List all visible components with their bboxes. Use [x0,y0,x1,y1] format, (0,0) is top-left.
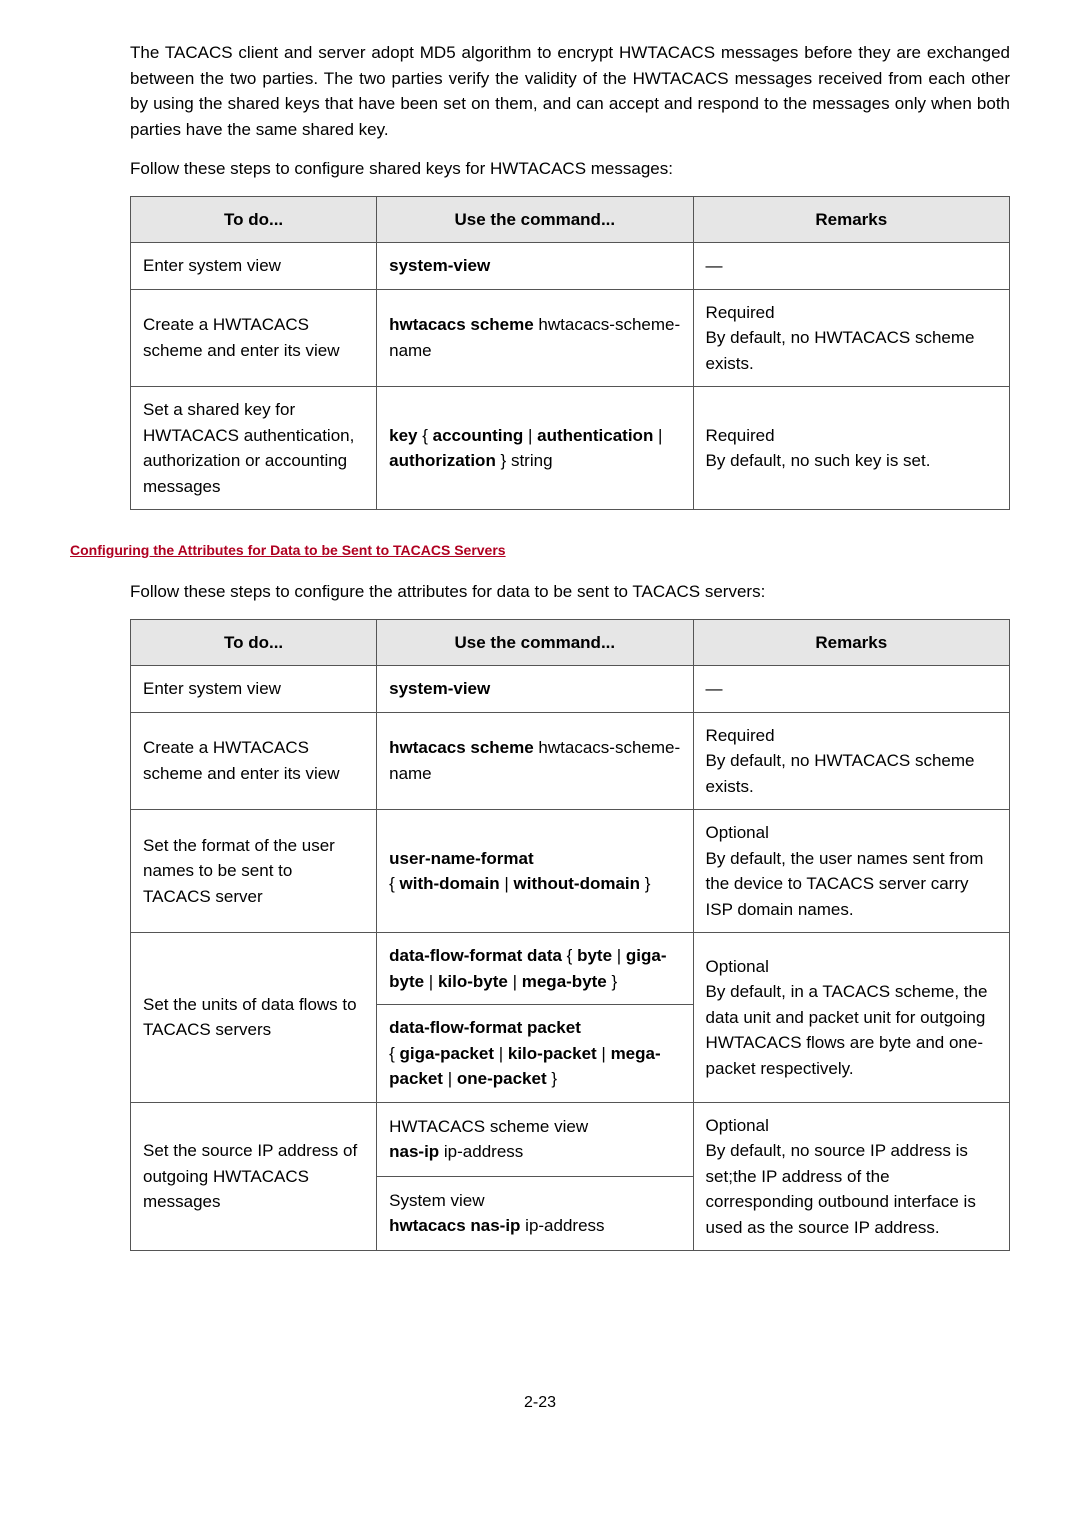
cmd-bold: data-flow-format packet [389,1018,581,1037]
intro-paragraph-3: Follow these steps to configure the attr… [130,579,1010,605]
cell-command: system-view [377,243,693,290]
col-header-command: Use the command... [377,619,693,666]
col-header-command: Use the command... [377,196,693,243]
remarks-line: Required [706,423,997,449]
cell-todo: Enter system view [131,666,377,713]
cmd-bold: hwtacacs nas-ip [389,1216,520,1235]
cell-command: key { accounting | authentication | auth… [377,387,693,510]
cell-command: user-name-format { with-domain | without… [377,810,693,933]
table-row: Create a HWTACACS scheme and enter its v… [131,712,1010,810]
cmd-bold: key [389,426,417,445]
page-number: 2-23 [70,1391,1010,1415]
cmd-bold: hwtacacs scheme [389,315,534,334]
table-row: Set the source IP address of outgoing HW… [131,1102,1010,1176]
cell-remarks: Required By default, no HWTACACS scheme … [693,712,1009,810]
cmd-plain: string [511,451,553,470]
cell-todo: Set the units of data flows to TACACS se… [131,933,377,1103]
table-row: Set a shared key for HWTACACS authentica… [131,387,1010,510]
cmd-bold: data-flow-format data [389,946,562,965]
cell-todo: Set a shared key for HWTACACS authentica… [131,387,377,510]
remarks-line: Optional [706,820,997,846]
col-header-remarks: Remarks [693,196,1009,243]
intro-paragraph-1: The TACACS client and server adopt MD5 a… [130,40,1010,142]
table-header-row: To do... Use the command... Remarks [131,196,1010,243]
col-header-todo: To do... [131,196,377,243]
cmd-bold: user-name-format [389,849,534,868]
table-header-row: To do... Use the command... Remarks [131,619,1010,666]
cmd-opt: authentication [537,426,653,445]
remarks-line: Required [706,723,997,749]
cmd-opt: accounting [433,426,524,445]
remarks-line: Optional [706,954,997,980]
cmd-opt: byte [577,946,612,965]
cmd-opt: giga-packet [400,1044,494,1063]
remarks-line: By default, no such key is set. [706,448,997,474]
cell-remarks: Optional By default, in a TACACS scheme,… [693,933,1009,1103]
cmd-context: System view [389,1188,680,1214]
table-row: Set the format of the user names to be s… [131,810,1010,933]
cell-todo: Create a HWTACACS scheme and enter its v… [131,712,377,810]
cell-todo: Enter system view [131,243,377,290]
cmd-bold: nas-ip [389,1142,439,1161]
cell-remarks: Optional By default, the user names sent… [693,810,1009,933]
intro-paragraph-2: Follow these steps to configure shared k… [130,156,1010,182]
cmd-bold: system-view [389,679,490,698]
remarks-line: By default, in a TACACS scheme, the data… [706,979,997,1081]
attributes-table: To do... Use the command... Remarks Ente… [130,619,1010,1252]
section-heading: Configuring the Attributes for Data to b… [70,540,1010,561]
cell-remarks: Required By default, no HWTACACS scheme … [693,289,1009,387]
cmd-plain: ip-address [439,1142,523,1161]
remarks-line: By default, no HWTACACS scheme exists. [706,748,997,799]
cmd-opt: authorization [389,451,496,470]
cell-command: HWTACACS scheme view nas-ip ip-address [377,1102,693,1176]
cell-command: system-view [377,666,693,713]
cell-remarks: — [693,666,1009,713]
cell-remarks: Optional By default, no source IP addres… [693,1102,1009,1251]
cmd-bold: system-view [389,256,490,275]
cell-command: data-flow-format data { byte | giga-byte… [377,933,693,1005]
table-row: Set the units of data flows to TACACS se… [131,933,1010,1005]
cmd-opt: kilo-packet [508,1044,597,1063]
cmd-context: HWTACACS scheme view [389,1114,680,1140]
col-header-todo: To do... [131,619,377,666]
cmd-opt: mega-byte [522,972,607,991]
cmd-opt: with-domain [400,874,500,893]
remarks-line: By default, the user names sent from the… [706,846,997,923]
shared-keys-table: To do... Use the command... Remarks Ente… [130,196,1010,511]
cell-command: System view hwtacacs nas-ip ip-address [377,1176,693,1250]
remarks-line: Optional [706,1113,997,1139]
remarks-line: Required [706,300,997,326]
cell-command: data-flow-format packet { giga-packet | … [377,1005,693,1103]
cell-command: hwtacacs scheme hwtacacs-scheme-name [377,712,693,810]
cell-remarks: — [693,243,1009,290]
col-header-remarks: Remarks [693,619,1009,666]
cmd-opt: one-packet [457,1069,547,1088]
remarks-line: By default, no source IP address is set;… [706,1138,997,1240]
table-row: Enter system view system-view — [131,243,1010,290]
cmd-opt: without-domain [514,874,641,893]
cell-todo: Create a HWTACACS scheme and enter its v… [131,289,377,387]
cell-remarks: Required By default, no such key is set. [693,387,1009,510]
cmd-bold: hwtacacs scheme [389,738,534,757]
cell-todo: Set the format of the user names to be s… [131,810,377,933]
remarks-line: By default, no HWTACACS scheme exists. [706,325,997,376]
cell-command: hwtacacs scheme hwtacacs-scheme-name [377,289,693,387]
table-row: Enter system view system-view — [131,666,1010,713]
cmd-opt: kilo-byte [438,972,508,991]
cmd-plain: ip-address [520,1216,604,1235]
table-row: Create a HWTACACS scheme and enter its v… [131,289,1010,387]
cell-todo: Set the source IP address of outgoing HW… [131,1102,377,1251]
